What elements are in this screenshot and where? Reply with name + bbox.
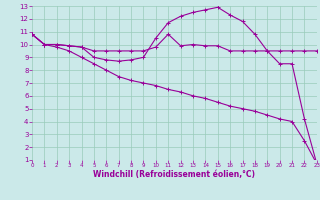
X-axis label: Windchill (Refroidissement éolien,°C): Windchill (Refroidissement éolien,°C) xyxy=(93,170,255,179)
